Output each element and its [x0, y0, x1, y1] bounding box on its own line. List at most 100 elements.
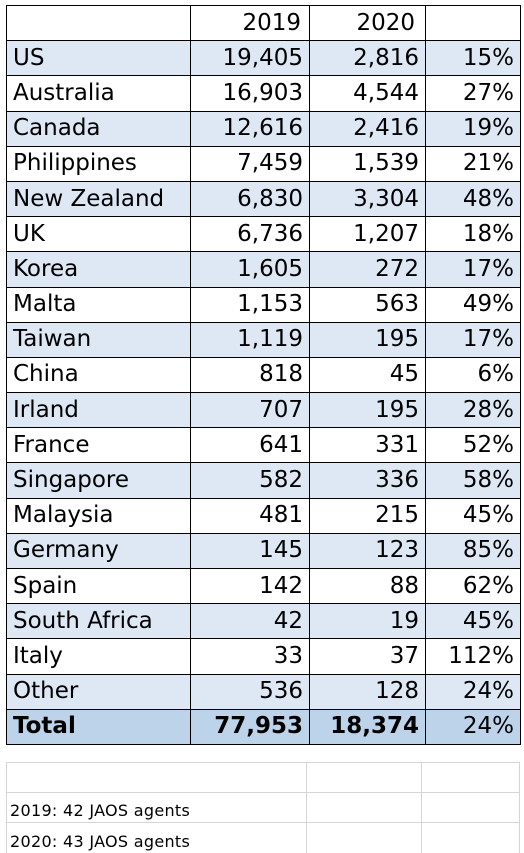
cell-country[interactable]: Philippines: [6, 145, 191, 182]
cell-ratio[interactable]: 112%: [425, 638, 521, 675]
cell-2019[interactable]: 7,459: [190, 145, 310, 182]
cell-2020[interactable]: 1,207: [309, 216, 426, 253]
cell-2019[interactable]: 16,903: [190, 75, 310, 112]
total-ratio[interactable]: 24%: [425, 708, 521, 745]
cell-2020[interactable]: 195: [309, 321, 426, 358]
cell-ratio[interactable]: 49%: [425, 286, 521, 323]
table-row: China 818 45 6%: [6, 356, 521, 394]
table-row: Germany 145 123 85%: [6, 532, 521, 570]
header-cell-ratio[interactable]: [425, 4, 521, 42]
cell-2020[interactable]: 272: [309, 251, 426, 288]
cell-2020[interactable]: 1,539: [309, 145, 426, 182]
grid-line: [519, 762, 520, 853]
header-cell-country[interactable]: [6, 4, 191, 42]
cell-2020[interactable]: 123: [309, 532, 426, 570]
cell-2019[interactable]: 641: [190, 427, 310, 464]
cell-2019[interactable]: 42: [190, 603, 310, 640]
cell-2019[interactable]: 142: [190, 567, 310, 605]
cell-country[interactable]: Australia: [6, 75, 191, 112]
cell-2020[interactable]: 4,544: [309, 75, 426, 112]
cell-country[interactable]: Singapore: [6, 462, 191, 499]
table-row: Singapore 582 336 58%: [6, 462, 521, 499]
cell-2020[interactable]: 19: [309, 603, 426, 640]
table-row: Italy 33 37 112%: [6, 638, 521, 675]
cell-2019[interactable]: 12,616: [190, 110, 310, 147]
cell-country[interactable]: Italy: [6, 638, 191, 675]
cell-2019[interactable]: 6,830: [190, 180, 310, 218]
cell-ratio[interactable]: 28%: [425, 392, 521, 429]
cell-2020[interactable]: 2,416: [309, 110, 426, 147]
cell-2019[interactable]: 536: [190, 673, 310, 710]
cell-2020[interactable]: 215: [309, 497, 426, 534]
cell-ratio[interactable]: 62%: [425, 567, 521, 605]
cell-country[interactable]: US: [6, 40, 191, 77]
cell-2020[interactable]: 563: [309, 286, 426, 323]
cell-ratio[interactable]: 19%: [425, 110, 521, 147]
cell-2020[interactable]: 195: [309, 392, 426, 429]
cell-2020[interactable]: 88: [309, 567, 426, 605]
header-cell-2019[interactable]: 2019: [190, 4, 310, 42]
cell-2020[interactable]: 331: [309, 427, 426, 464]
cell-country[interactable]: Malta: [6, 286, 191, 323]
cell-2019[interactable]: 1,605: [190, 251, 310, 288]
cell-country[interactable]: Taiwan: [6, 321, 191, 358]
cell-ratio[interactable]: 45%: [425, 603, 521, 640]
cell-country[interactable]: Germany: [6, 532, 191, 570]
cell-2019[interactable]: 1,119: [190, 321, 310, 358]
cell-ratio[interactable]: 18%: [425, 216, 521, 253]
student-count-table: 2019 2020 US 19,405 2,816 15% Australia 16,90…: [6, 4, 521, 745]
cell-country[interactable]: Canada: [6, 110, 191, 147]
table-row: Malaysia 481 215 45%: [6, 497, 521, 534]
grid-line: [6, 822, 520, 823]
cell-country[interactable]: Spain: [6, 567, 191, 605]
cell-2019[interactable]: 481: [190, 497, 310, 534]
table-row: Irland 707 195 28%: [6, 392, 521, 429]
cell-ratio[interactable]: 58%: [425, 462, 521, 499]
table-row: Taiwan 1,119 195 17%: [6, 321, 521, 358]
total-2020[interactable]: 18,374: [309, 708, 426, 745]
cell-2020[interactable]: 128: [309, 673, 426, 710]
cell-ratio[interactable]: 52%: [425, 427, 521, 464]
cell-2019[interactable]: 145: [190, 532, 310, 570]
cell-country[interactable]: France: [6, 427, 191, 464]
cell-ratio[interactable]: 17%: [425, 321, 521, 358]
note-2020-agents[interactable]: 2020: 43 JAOS agents: [10, 832, 191, 851]
table-row: Spain 142 88 62%: [6, 567, 521, 605]
cell-2019[interactable]: 582: [190, 462, 310, 499]
cell-ratio[interactable]: 17%: [425, 251, 521, 288]
cell-ratio[interactable]: 6%: [425, 356, 521, 394]
header-cell-2020[interactable]: 2020: [309, 4, 426, 42]
cell-2020[interactable]: 3,304: [309, 180, 426, 218]
cell-country[interactable]: Korea: [6, 251, 191, 288]
cell-ratio[interactable]: 24%: [425, 673, 521, 710]
cell-2019[interactable]: 33: [190, 638, 310, 675]
cell-2019[interactable]: 6,736: [190, 216, 310, 253]
cell-2019[interactable]: 19,405: [190, 40, 310, 77]
cell-2020[interactable]: 2,816: [309, 40, 426, 77]
cell-country[interactable]: China: [6, 356, 191, 394]
table-row: Korea 1,605 272 17%: [6, 251, 521, 288]
cell-ratio[interactable]: 45%: [425, 497, 521, 534]
total-2019[interactable]: 77,953: [190, 708, 310, 745]
cell-country[interactable]: Malaysia: [6, 497, 191, 534]
cell-ratio[interactable]: 27%: [425, 75, 521, 112]
cell-ratio[interactable]: 21%: [425, 145, 521, 182]
cell-country[interactable]: UK: [6, 216, 191, 253]
cell-ratio[interactable]: 48%: [425, 180, 521, 218]
cell-2019[interactable]: 818: [190, 356, 310, 394]
total-label[interactable]: Total: [6, 708, 191, 745]
cell-country[interactable]: Other: [6, 673, 191, 710]
cell-2019[interactable]: 707: [190, 392, 310, 429]
cell-2019[interactable]: 1,153: [190, 286, 310, 323]
cell-2020[interactable]: 37: [309, 638, 426, 675]
cell-ratio[interactable]: 15%: [425, 40, 521, 77]
table-row: Canada 12,616 2,416 19%: [6, 110, 521, 147]
cell-country[interactable]: South Africa: [6, 603, 191, 640]
cell-2020[interactable]: 45: [309, 356, 426, 394]
cell-country[interactable]: New Zealand: [6, 180, 191, 218]
cell-ratio[interactable]: 85%: [425, 532, 521, 570]
table-row: France 641 331 52%: [6, 427, 521, 464]
note-2019-agents[interactable]: 2019: 42 JAOS agents: [10, 801, 191, 820]
cell-2020[interactable]: 336: [309, 462, 426, 499]
cell-country[interactable]: Irland: [6, 392, 191, 429]
